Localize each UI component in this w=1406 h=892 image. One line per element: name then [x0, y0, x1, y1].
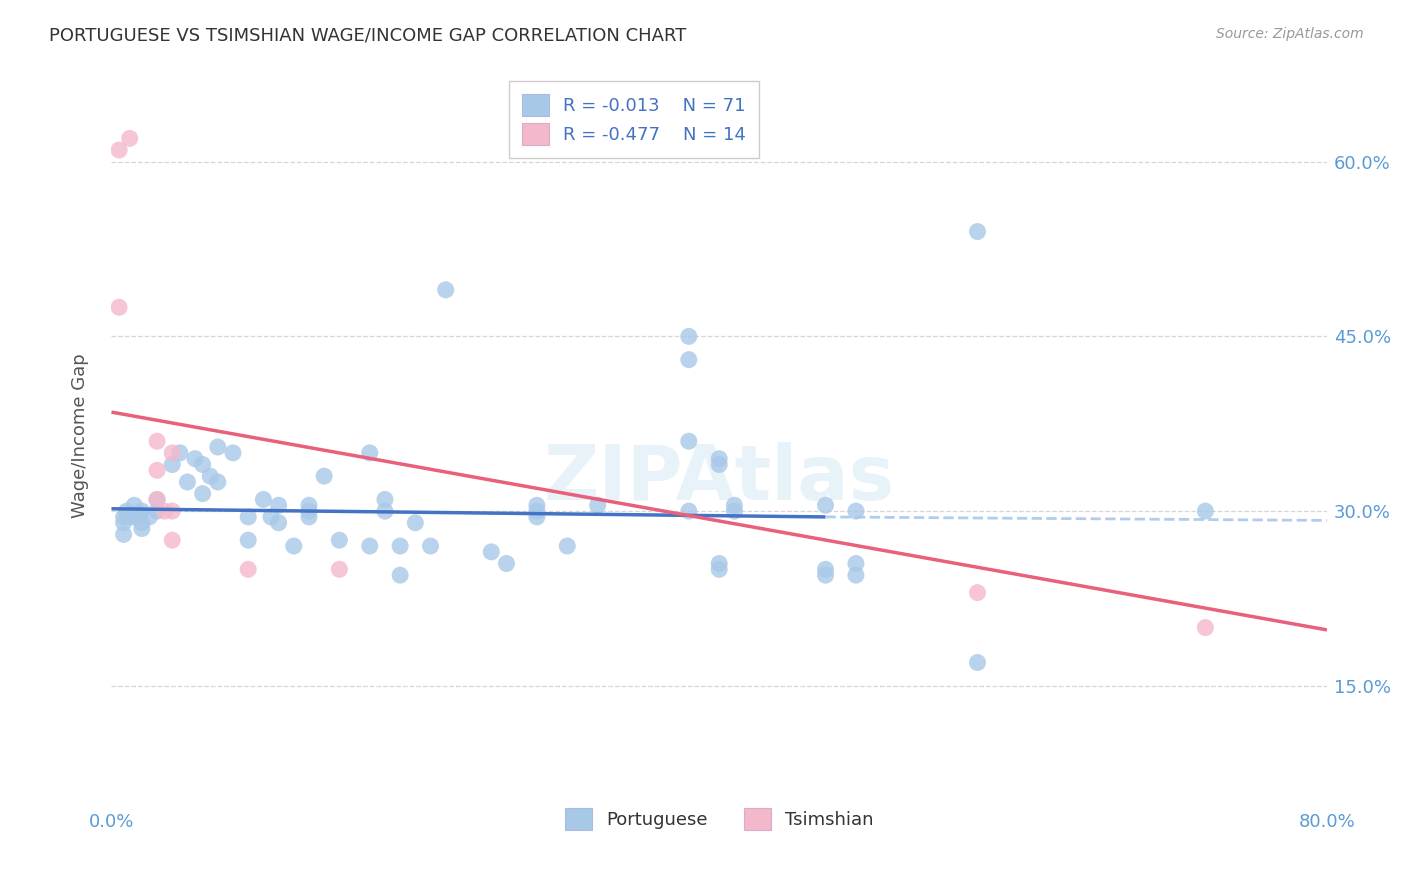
Point — [118, 131, 141, 145]
Point — [359, 446, 381, 460]
Point — [678, 352, 700, 367]
Point — [419, 539, 441, 553]
Point — [374, 492, 396, 507]
Point — [678, 329, 700, 343]
Point — [709, 562, 731, 576]
Point — [112, 527, 135, 541]
Point — [162, 458, 184, 472]
Point — [138, 510, 160, 524]
Point — [814, 562, 837, 576]
Point — [146, 492, 169, 507]
Point — [709, 458, 731, 472]
Point — [112, 516, 135, 530]
Point — [359, 539, 381, 553]
Point — [526, 510, 548, 524]
Point — [122, 498, 145, 512]
Point — [222, 446, 245, 460]
Point — [678, 504, 700, 518]
Point — [112, 510, 135, 524]
Point — [128, 507, 150, 521]
Point — [374, 504, 396, 518]
Point — [845, 568, 868, 582]
Point — [404, 516, 426, 530]
Point — [495, 557, 517, 571]
Point — [131, 516, 153, 530]
Text: Source: ZipAtlas.com: Source: ZipAtlas.com — [1216, 27, 1364, 41]
Point — [526, 504, 548, 518]
Point — [118, 510, 141, 524]
Point — [238, 510, 260, 524]
Point — [298, 498, 321, 512]
Point — [162, 533, 184, 548]
Point — [328, 562, 350, 576]
Point — [200, 469, 222, 483]
Point — [146, 504, 169, 518]
Point — [207, 475, 229, 489]
Legend: Portuguese, Tsimshian: Portuguese, Tsimshian — [550, 794, 889, 845]
Point — [146, 434, 169, 449]
Point — [153, 504, 176, 518]
Point — [191, 458, 214, 472]
Point — [267, 516, 290, 530]
Point — [678, 434, 700, 449]
Point — [146, 492, 169, 507]
Point — [723, 504, 745, 518]
Point — [115, 504, 138, 518]
Point — [108, 143, 131, 157]
Point — [966, 225, 988, 239]
Point — [389, 568, 412, 582]
Point — [131, 504, 153, 518]
Point — [252, 492, 274, 507]
Point — [283, 539, 305, 553]
Point — [586, 498, 609, 512]
Point — [191, 486, 214, 500]
Point — [298, 510, 321, 524]
Point — [238, 533, 260, 548]
Text: PORTUGUESE VS TSIMSHIAN WAGE/INCOME GAP CORRELATION CHART: PORTUGUESE VS TSIMSHIAN WAGE/INCOME GAP … — [49, 27, 686, 45]
Point — [176, 475, 198, 489]
Point — [328, 533, 350, 548]
Point — [1194, 621, 1216, 635]
Point — [434, 283, 457, 297]
Point — [131, 522, 153, 536]
Point — [555, 539, 578, 553]
Point — [298, 504, 321, 518]
Text: ZIPAtlas: ZIPAtlas — [544, 442, 894, 516]
Point — [146, 463, 169, 477]
Point — [966, 656, 988, 670]
Point — [260, 510, 283, 524]
Y-axis label: Wage/Income Gap: Wage/Income Gap — [72, 353, 89, 517]
Point — [389, 539, 412, 553]
Point — [184, 451, 207, 466]
Point — [845, 504, 868, 518]
Point — [709, 451, 731, 466]
Point — [479, 545, 502, 559]
Point — [238, 562, 260, 576]
Point — [162, 504, 184, 518]
Point — [108, 300, 131, 314]
Point — [162, 446, 184, 460]
Point — [169, 446, 191, 460]
Point — [314, 469, 336, 483]
Point — [814, 568, 837, 582]
Point — [267, 498, 290, 512]
Point — [723, 498, 745, 512]
Point — [814, 498, 837, 512]
Point — [122, 510, 145, 524]
Point — [709, 557, 731, 571]
Point — [207, 440, 229, 454]
Point — [1194, 504, 1216, 518]
Point — [526, 498, 548, 512]
Point — [966, 585, 988, 599]
Point — [845, 557, 868, 571]
